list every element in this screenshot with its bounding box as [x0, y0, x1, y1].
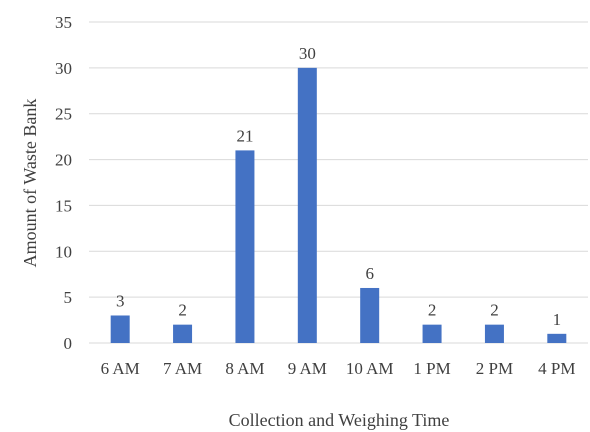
- y-axis-ticks: 0 5 10 15 20 25 30 35: [55, 13, 72, 353]
- bar: [484, 324, 504, 343]
- data-label: 2: [490, 301, 499, 320]
- data-label: 21: [236, 126, 253, 145]
- data-label: 6: [365, 264, 374, 283]
- x-tick-label: 9 AM: [288, 359, 327, 378]
- y-tick-label: 10: [55, 242, 72, 261]
- y-tick-label: 30: [55, 59, 72, 78]
- bar: [235, 150, 255, 343]
- bar: [547, 333, 567, 343]
- data-label: 2: [428, 301, 437, 320]
- x-axis-title: Collection and Weighing Time: [229, 410, 450, 430]
- data-label: 1: [553, 310, 562, 329]
- x-axis-ticks: 6 AM 7 AM 8 AM 9 AM 10 AM 1 PM 2 PM 4 PM: [101, 359, 576, 378]
- bars: [110, 67, 567, 343]
- bar: [110, 315, 130, 343]
- y-tick-label: 0: [64, 334, 73, 353]
- x-tick-label: 7 AM: [163, 359, 202, 378]
- data-label: 3: [116, 291, 125, 310]
- y-tick-label: 20: [55, 151, 72, 170]
- x-tick-label: 2 PM: [476, 359, 513, 378]
- y-tick-label: 25: [55, 105, 72, 124]
- gridlines: [89, 21, 588, 344]
- bar: [360, 287, 380, 343]
- y-tick-label: 5: [64, 288, 73, 307]
- x-tick-label: 10 AM: [346, 359, 394, 378]
- bar: [173, 324, 193, 343]
- y-tick-label: 35: [55, 13, 72, 32]
- bar: [297, 67, 317, 343]
- y-tick-label: 15: [55, 196, 72, 215]
- x-tick-label: 4 PM: [538, 359, 575, 378]
- x-tick-label: 1 PM: [413, 359, 450, 378]
- bar: [422, 324, 442, 343]
- x-tick-label: 6 AM: [101, 359, 140, 378]
- data-label: 30: [299, 44, 316, 63]
- y-axis-title: Amount of Waste Bank: [20, 99, 40, 268]
- data-label: 2: [178, 301, 187, 320]
- x-tick-label: 8 AM: [225, 359, 264, 378]
